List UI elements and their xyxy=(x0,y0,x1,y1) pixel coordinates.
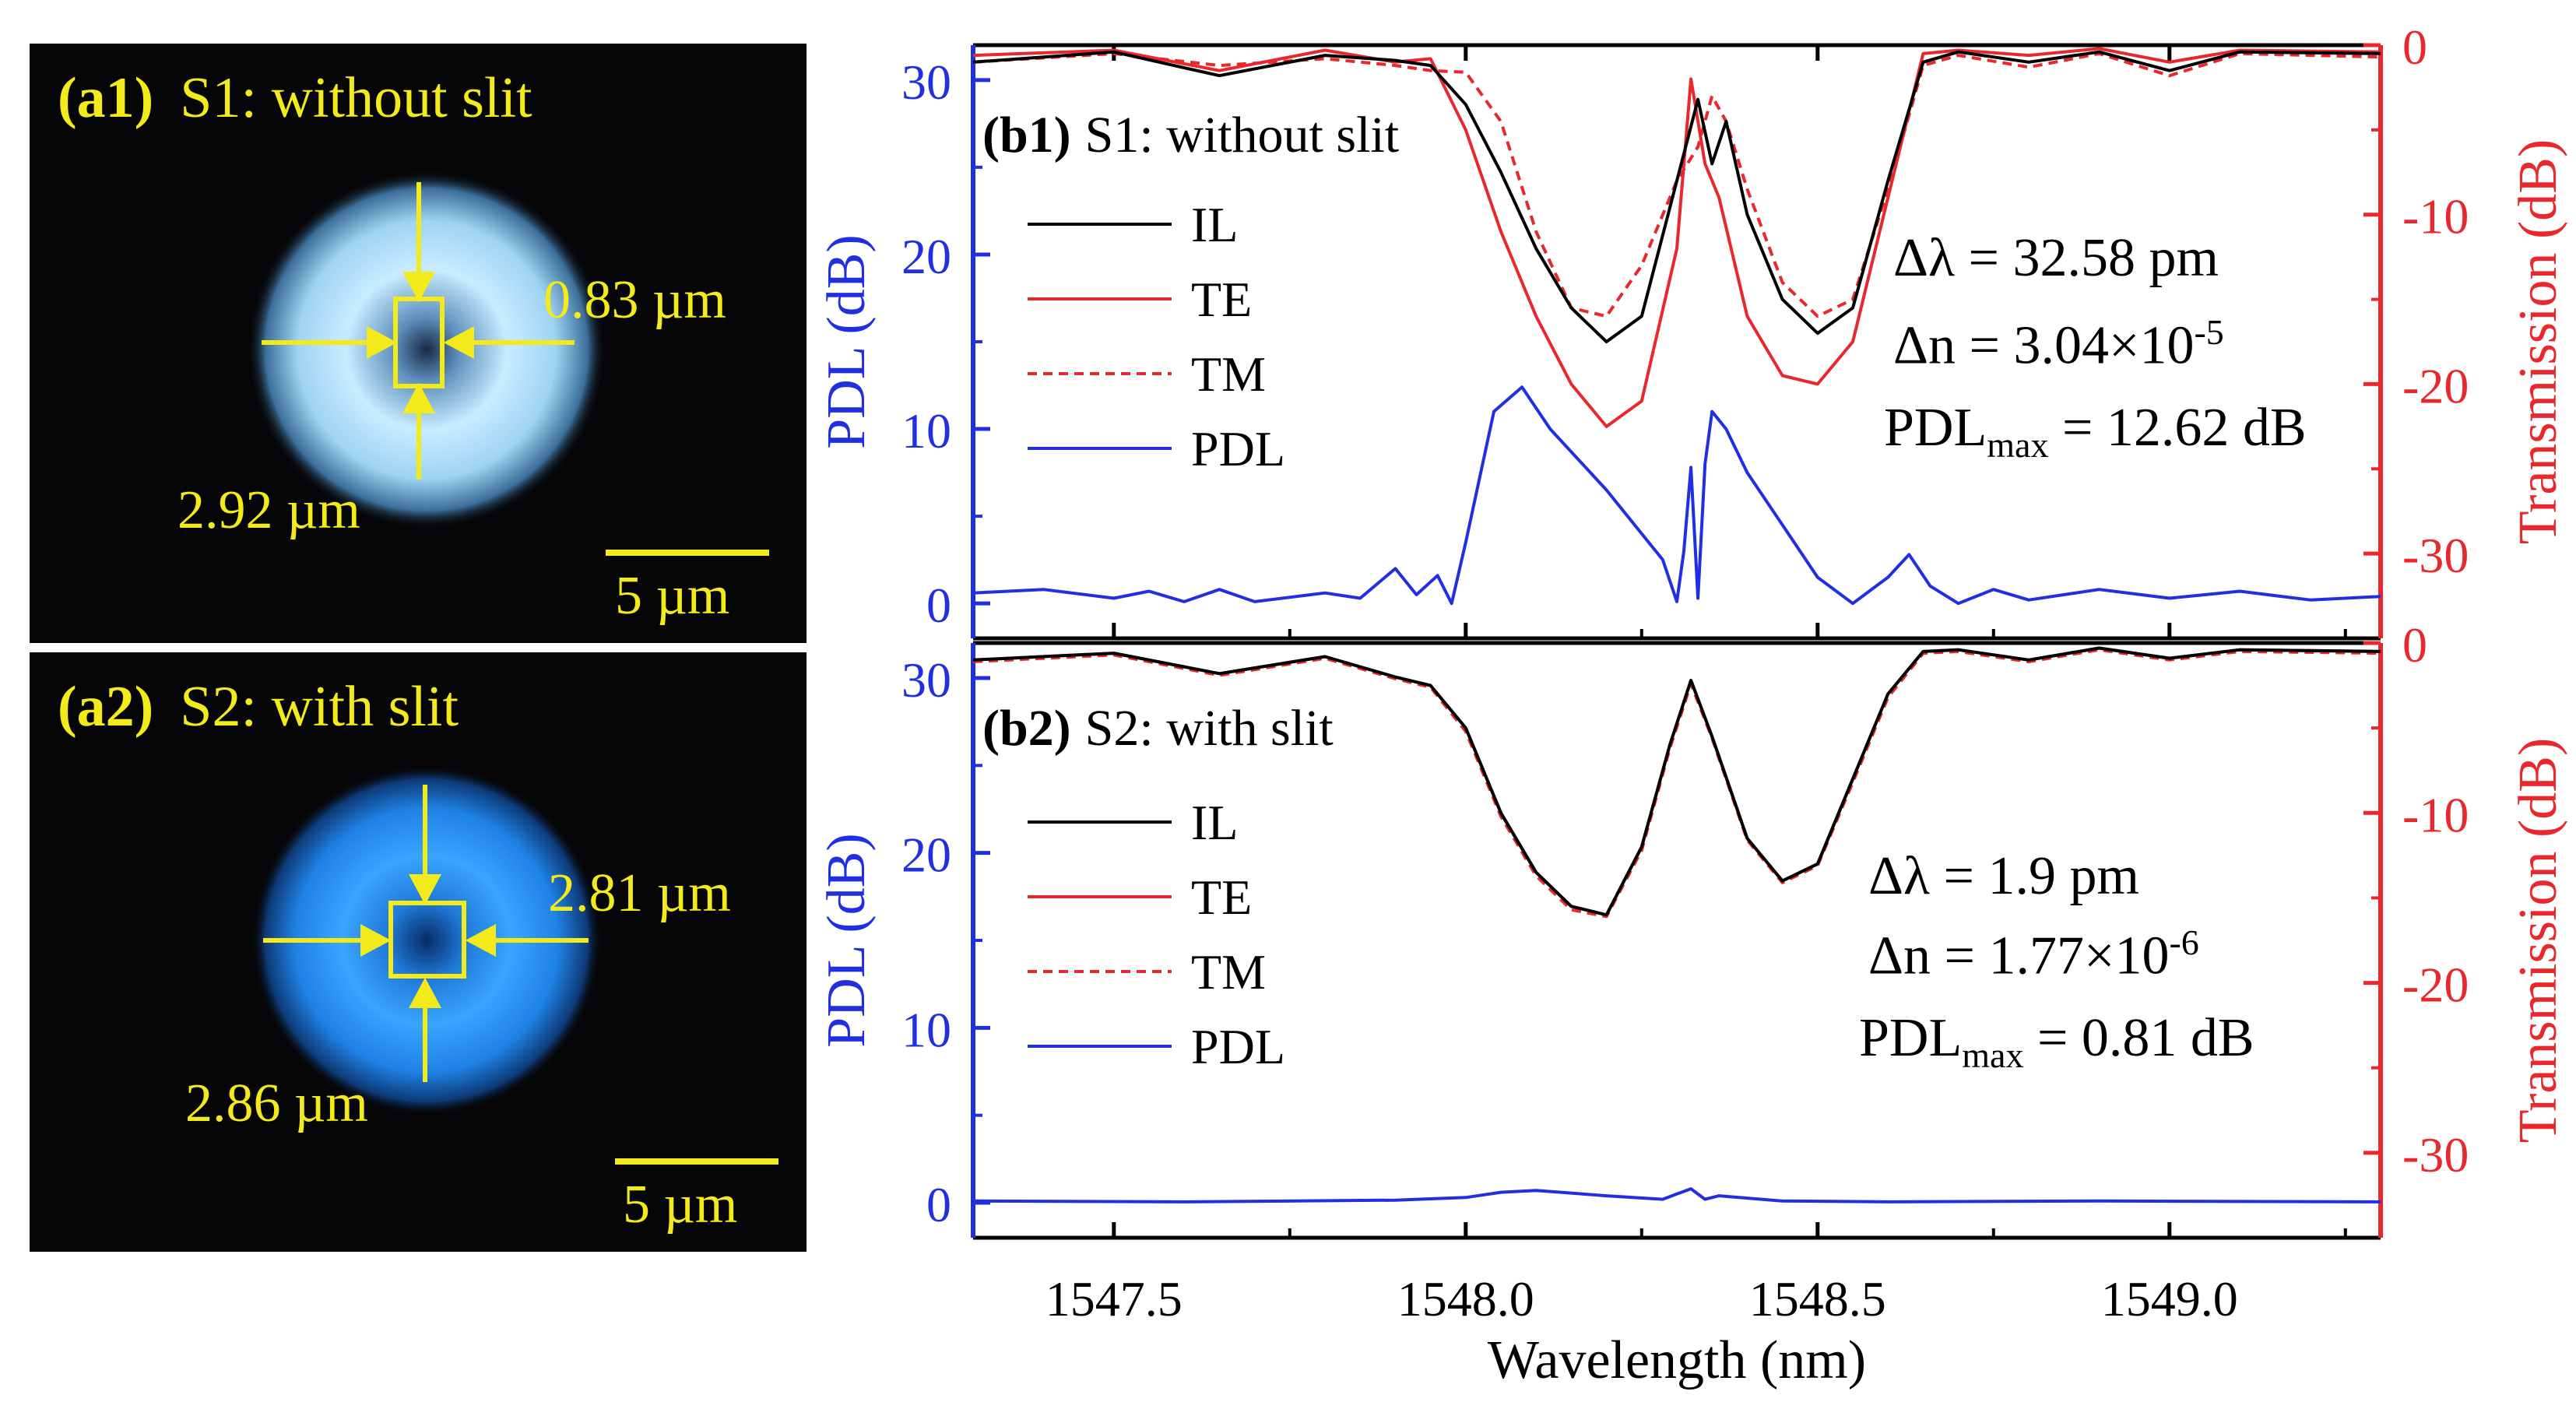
ytick-label-right-b1-3: -30 xyxy=(2402,528,2469,583)
legend-label-pdl-b2: PDL xyxy=(1191,1019,1285,1074)
legend-label-il-b2: IL xyxy=(1191,795,1238,850)
series-tm-b2 xyxy=(972,648,2381,919)
height-label-a1: 2.92 µm xyxy=(177,480,360,540)
delta-lambda-b2: Δλ = 1.9 pm xyxy=(1868,845,2139,908)
ylabel-right-b2: Transmission (dB) xyxy=(2508,738,2568,1144)
pdl-max-value-b2: = 0.81 dB xyxy=(2023,1008,2254,1068)
series-pdl-b1 xyxy=(972,385,2381,606)
delta-n-base-b2: 1.77×10 xyxy=(1988,926,2170,986)
chart-title-text-b1: S1: without slit xyxy=(1084,107,1400,163)
pdl-max-sub-b1: max xyxy=(1987,425,2049,465)
pdl-max-b2: PDLmax = 0.81 dB xyxy=(1859,1007,2254,1076)
legend-label-te-b2: TE xyxy=(1191,870,1252,925)
legend-label-pdl-b1: PDL xyxy=(1191,421,1285,476)
series-il-b2 xyxy=(972,646,2381,917)
height-label-a2: 2.86 µm xyxy=(185,1073,368,1133)
ytick-label-left-b1-3: 30 xyxy=(901,54,951,110)
delta-lambda-value-b1: 32.58 pm xyxy=(2012,228,2219,288)
delta-n-exp-b1: -5 xyxy=(2194,312,2224,352)
ytick-label-right-b1-2: -20 xyxy=(2402,358,2469,413)
legend-label-tm-b1: TM xyxy=(1191,346,1266,402)
ytick-label-left-b2-3: 30 xyxy=(901,652,951,708)
width-label-a2: 2.81 µm xyxy=(548,863,731,923)
delta-n-label-b2: Δn = xyxy=(1868,926,1989,986)
delta-lambda-label-b1: Δλ = xyxy=(1893,228,2013,288)
image-title-text-a1: S1: without slit xyxy=(180,66,532,130)
ytick-label-left-b1-0: 0 xyxy=(926,578,951,633)
ytick-label-right-b1-0: 0 xyxy=(2402,19,2427,75)
width-label-a1: 0.83 µm xyxy=(543,270,726,330)
image-title-a1: (a1) S1: without slit xyxy=(58,65,532,132)
pdl-max-label-b1: PDL xyxy=(1884,398,1987,458)
ylabel-left-b1: PDL (dB) xyxy=(817,234,877,448)
ylabel-right-b1: Transmission (dB) xyxy=(2508,139,2568,545)
ytick-label-left-b1-1: 10 xyxy=(901,403,951,459)
ytick-label-left-b1-2: 20 xyxy=(901,229,951,284)
ytick-label-right-b1-1: -10 xyxy=(2402,189,2469,244)
delta-lambda-value-b2: 1.9 pm xyxy=(1987,846,2139,906)
legend-label-il-b1: IL xyxy=(1191,197,1238,252)
series-te-b2 xyxy=(972,646,2381,917)
delta-n-b1: Δn = 3.04×10-5 xyxy=(1893,311,2224,377)
chart-title-b2: (b2) S2: with slit xyxy=(982,699,1334,758)
ytick-label-right-b2-2: -20 xyxy=(2402,957,2469,1013)
mode-profile-a1 xyxy=(248,170,606,529)
pdl-max-sub-b2: max xyxy=(1962,1035,2024,1075)
xtick-label-b2-2: 1548.5 xyxy=(1749,1271,1886,1326)
ylabel-left-b2: PDL (dB) xyxy=(817,833,877,1047)
chart-title-b1: (b1) S1: without slit xyxy=(982,106,1399,165)
ytick-label-left-b2-0: 0 xyxy=(926,1177,951,1232)
scalebar-a2 xyxy=(615,1158,778,1165)
scalebar-label-a1: 5 µm xyxy=(615,566,730,626)
legend-label-te-b1: TE xyxy=(1191,272,1252,327)
mode-profile-a2 xyxy=(251,765,602,1116)
delta-n-b2: Δn = 1.77×10-6 xyxy=(1868,922,2199,987)
xtick-label-b2-3: 1549.0 xyxy=(2101,1271,2238,1326)
delta-lambda-label-b2: Δλ = xyxy=(1868,846,1988,906)
ytick-label-left-b2-2: 20 xyxy=(901,827,951,883)
xtick-label-b2-0: 1547.5 xyxy=(1046,1271,1183,1326)
scalebar-label-a2: 5 µm xyxy=(623,1175,738,1235)
xlabel-b2: Wavelength (nm) xyxy=(1488,1330,1866,1390)
ytick-label-left-b2-1: 10 xyxy=(901,1002,951,1057)
image-title-a2: (a2) S2: with slit xyxy=(58,674,459,740)
chart-tag-b2: (b2) xyxy=(982,700,1071,757)
ytick-label-right-b2-1: -10 xyxy=(2402,787,2469,842)
delta-n-label-b1: Δn = xyxy=(1893,315,2014,376)
image-title-text-a2: S2: with slit xyxy=(180,675,459,739)
ytick-label-right-b2-3: -30 xyxy=(2402,1127,2469,1182)
delta-lambda-b1: Δλ = 32.58 pm xyxy=(1893,227,2219,290)
delta-n-exp-b2: -6 xyxy=(2169,922,2199,962)
series-pdl-b2 xyxy=(972,1187,2381,1203)
microscope-image-a1: (a1) S1: without slit 0.83 µm 2.92 µm 5 µ… xyxy=(30,44,807,643)
delta-n-base-b1: 3.04×10 xyxy=(2013,315,2195,376)
series-tm-b1 xyxy=(972,51,2381,318)
chart-tag-b1: (b1) xyxy=(982,107,1071,163)
chart-title-text-b2: S2: with slit xyxy=(1084,700,1334,757)
pdl-max-b1: PDLmax = 12.62 dB xyxy=(1884,397,2307,466)
microscope-image-a2: (a2) S2: with slit 2.81 µm 2.86 µm 5 µm xyxy=(30,652,807,1252)
ytick-label-right-b2-0: 0 xyxy=(2402,617,2427,673)
series-te-b1 xyxy=(972,47,2381,428)
legend-label-tm-b2: TM xyxy=(1191,944,1266,1000)
image-tag-a2: (a2) xyxy=(58,675,154,739)
xtick-label-b2-1: 1548.0 xyxy=(1397,1271,1534,1326)
image-tag-a1: (a1) xyxy=(58,66,154,130)
pdl-max-label-b2: PDL xyxy=(1859,1008,1963,1068)
scalebar-a1 xyxy=(606,550,769,556)
pdl-max-value-b1: = 12.62 dB xyxy=(2048,398,2307,458)
series-il-b1 xyxy=(972,50,2381,343)
